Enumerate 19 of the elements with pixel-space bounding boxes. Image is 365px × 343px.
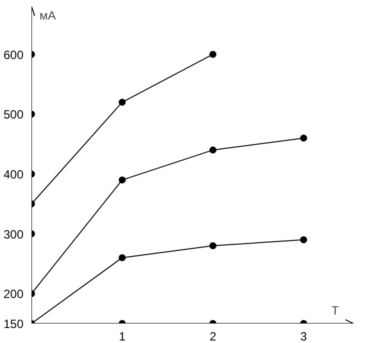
y-tick-label: 600	[3, 48, 24, 62]
point	[300, 236, 308, 244]
point	[118, 98, 126, 106]
y-axis-title: мА	[40, 8, 56, 22]
x-tick-label: 3	[300, 330, 308, 343]
y-tick-label: 150	[3, 317, 24, 331]
x-tick-label: 2	[210, 330, 217, 343]
y-tick-label: 300	[3, 227, 24, 242]
x-axis-title: T	[332, 304, 340, 318]
point	[118, 254, 126, 262]
y-tick-label: 500	[3, 108, 24, 122]
point	[300, 134, 308, 142]
y-tick-label: 400	[3, 167, 24, 182]
point	[118, 176, 126, 184]
point	[209, 50, 216, 58]
point	[209, 242, 216, 250]
y-tick-label: 200	[3, 287, 24, 302]
point	[209, 146, 216, 154]
x-tick-label: 1	[118, 330, 126, 343]
